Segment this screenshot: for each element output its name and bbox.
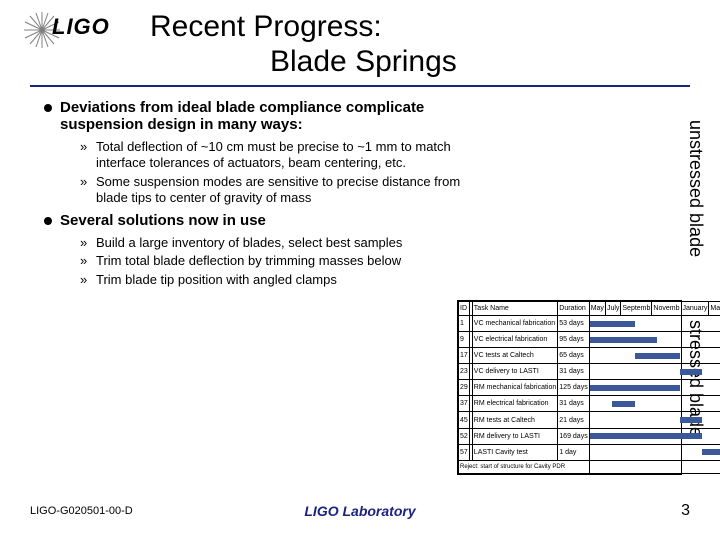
gantt-header: Novemb: [652, 302, 681, 316]
footer: LIGO-G020501-00-D LIGO Laboratory 3: [30, 502, 690, 520]
gantt-header: Task Name: [472, 302, 557, 316]
footer-page-number: 3: [681, 502, 690, 520]
gantt-footer-row: Reject: start of structure for Cavity PD…: [459, 460, 720, 473]
bullet-item: Several solutions now in use Build a lar…: [44, 212, 490, 288]
sub-item: Total deflection of ~10 cm must be preci…: [80, 139, 490, 172]
sub-item: Trim total blade deflection by trimming …: [80, 253, 490, 269]
slide-title: Recent Progress: Blade Springs: [130, 10, 457, 79]
gantt-row: 23VC delivery to LASTI31 days: [459, 364, 720, 380]
gantt-header: Septemb: [621, 302, 652, 316]
bullet-text: Deviations from ideal blade compliance c…: [60, 99, 424, 133]
footer-lab: LIGO Laboratory: [304, 503, 415, 519]
gantt-row: 45RM tests at Caltech21 days: [459, 412, 720, 428]
gantt-header-row: ID Task Name Duration May July Septemb N…: [459, 302, 720, 316]
title-line-2: Blade Springs: [150, 45, 457, 80]
gantt-header: January: [681, 302, 709, 316]
gantt-row: 57LASTI Cavity test1 day: [459, 444, 720, 460]
gantt-row: 9VC electrical fabrication95 days: [459, 332, 720, 348]
header: LIGO Recent Progress: Blade Springs: [30, 10, 690, 79]
gantt-table: ID Task Name Duration May July Septemb N…: [458, 301, 720, 474]
sub-item: Some suspension modes are sensitive to p…: [80, 174, 490, 207]
bullet-item: Deviations from ideal blade compliance c…: [44, 99, 490, 206]
sub-list: Total deflection of ~10 cm must be preci…: [60, 139, 490, 206]
footer-doc-id: LIGO-G020501-00-D: [30, 505, 133, 517]
logo-text: LIGO: [52, 14, 110, 40]
side-label-unstressed: unstressed blade: [685, 120, 706, 257]
gantt-row: 17VC tests at Caltech65 days: [459, 348, 720, 364]
logo: LIGO: [30, 10, 120, 50]
title-rule: [30, 85, 690, 87]
sub-list: Build a large inventory of blades, selec…: [60, 235, 490, 288]
gantt-header: Duration: [558, 302, 589, 316]
gantt-header: ID: [459, 302, 470, 316]
bullet-text: Several solutions now in use: [60, 212, 266, 229]
gantt-header: March: [709, 302, 720, 316]
content: Deviations from ideal blade compliance c…: [30, 99, 490, 288]
gantt-chart: ID Task Name Duration May July Septemb N…: [457, 300, 682, 475]
title-line-1: Recent Progress:: [150, 10, 457, 45]
gantt-row: 29RM mechanical fabrication125 days: [459, 380, 720, 396]
slide: LIGO Recent Progress: Blade Springs Devi…: [0, 0, 720, 540]
gantt-row: 1VC mechanical fabrication53 days: [459, 316, 720, 332]
bullet-list: Deviations from ideal blade compliance c…: [30, 99, 490, 288]
gantt-row: 37RM electrical fabrication31 days: [459, 396, 720, 412]
gantt-header: May: [589, 302, 605, 316]
gantt-row: 52RM delivery to LASTI169 days: [459, 428, 720, 444]
sub-item: Trim blade tip position with angled clam…: [80, 272, 490, 288]
sub-item: Build a large inventory of blades, selec…: [80, 235, 490, 251]
gantt-header: July: [605, 302, 620, 316]
